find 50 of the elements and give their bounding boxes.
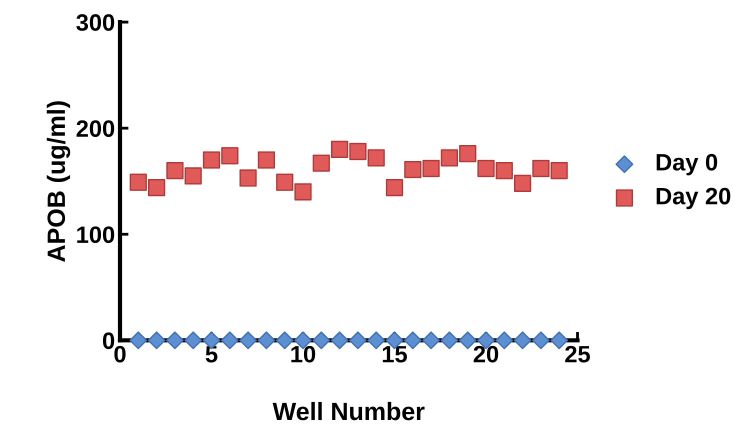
x-tick-label: 0 <box>114 346 126 363</box>
point <box>129 331 148 350</box>
legend-label: Day 20 <box>656 188 730 210</box>
x-tick-label: 25 <box>565 346 590 363</box>
point <box>459 145 476 162</box>
point <box>257 331 276 350</box>
point <box>348 331 367 350</box>
point <box>440 149 458 166</box>
point <box>148 331 166 350</box>
y-tick-label: 300 <box>76 14 114 31</box>
x-tick-label: 20 <box>474 346 498 363</box>
point <box>166 331 184 350</box>
point <box>202 151 220 169</box>
point <box>184 167 202 185</box>
legend-label: Day 0 <box>656 154 718 176</box>
point <box>422 160 440 178</box>
point <box>148 178 166 196</box>
y-axis-title: APOB (ug/ml) <box>46 101 70 262</box>
point <box>221 147 238 164</box>
point <box>330 331 349 350</box>
point <box>220 331 239 350</box>
point <box>532 160 550 178</box>
point <box>477 160 495 178</box>
point <box>386 178 404 196</box>
point <box>514 174 532 192</box>
point <box>422 331 440 350</box>
x-tick-label: 10 <box>291 346 316 363</box>
point <box>514 331 532 350</box>
point <box>312 154 330 172</box>
point <box>404 160 422 178</box>
y-tick-label: 200 <box>76 120 114 137</box>
point <box>166 162 184 180</box>
point <box>184 331 202 350</box>
point <box>532 331 550 350</box>
point <box>440 331 458 350</box>
point <box>239 331 258 350</box>
point <box>239 169 257 187</box>
x-axis-title: Well Number <box>272 402 425 420</box>
y-tick-label: 100 <box>77 226 114 244</box>
y-tick-label: 0 <box>102 332 114 350</box>
x-tick-label: 15 <box>382 346 407 363</box>
point <box>550 162 568 180</box>
point <box>330 140 348 158</box>
point <box>130 174 147 191</box>
point <box>276 174 294 191</box>
point <box>496 162 513 180</box>
point <box>349 142 367 160</box>
point <box>258 151 276 169</box>
point <box>368 149 385 166</box>
point <box>294 183 312 200</box>
